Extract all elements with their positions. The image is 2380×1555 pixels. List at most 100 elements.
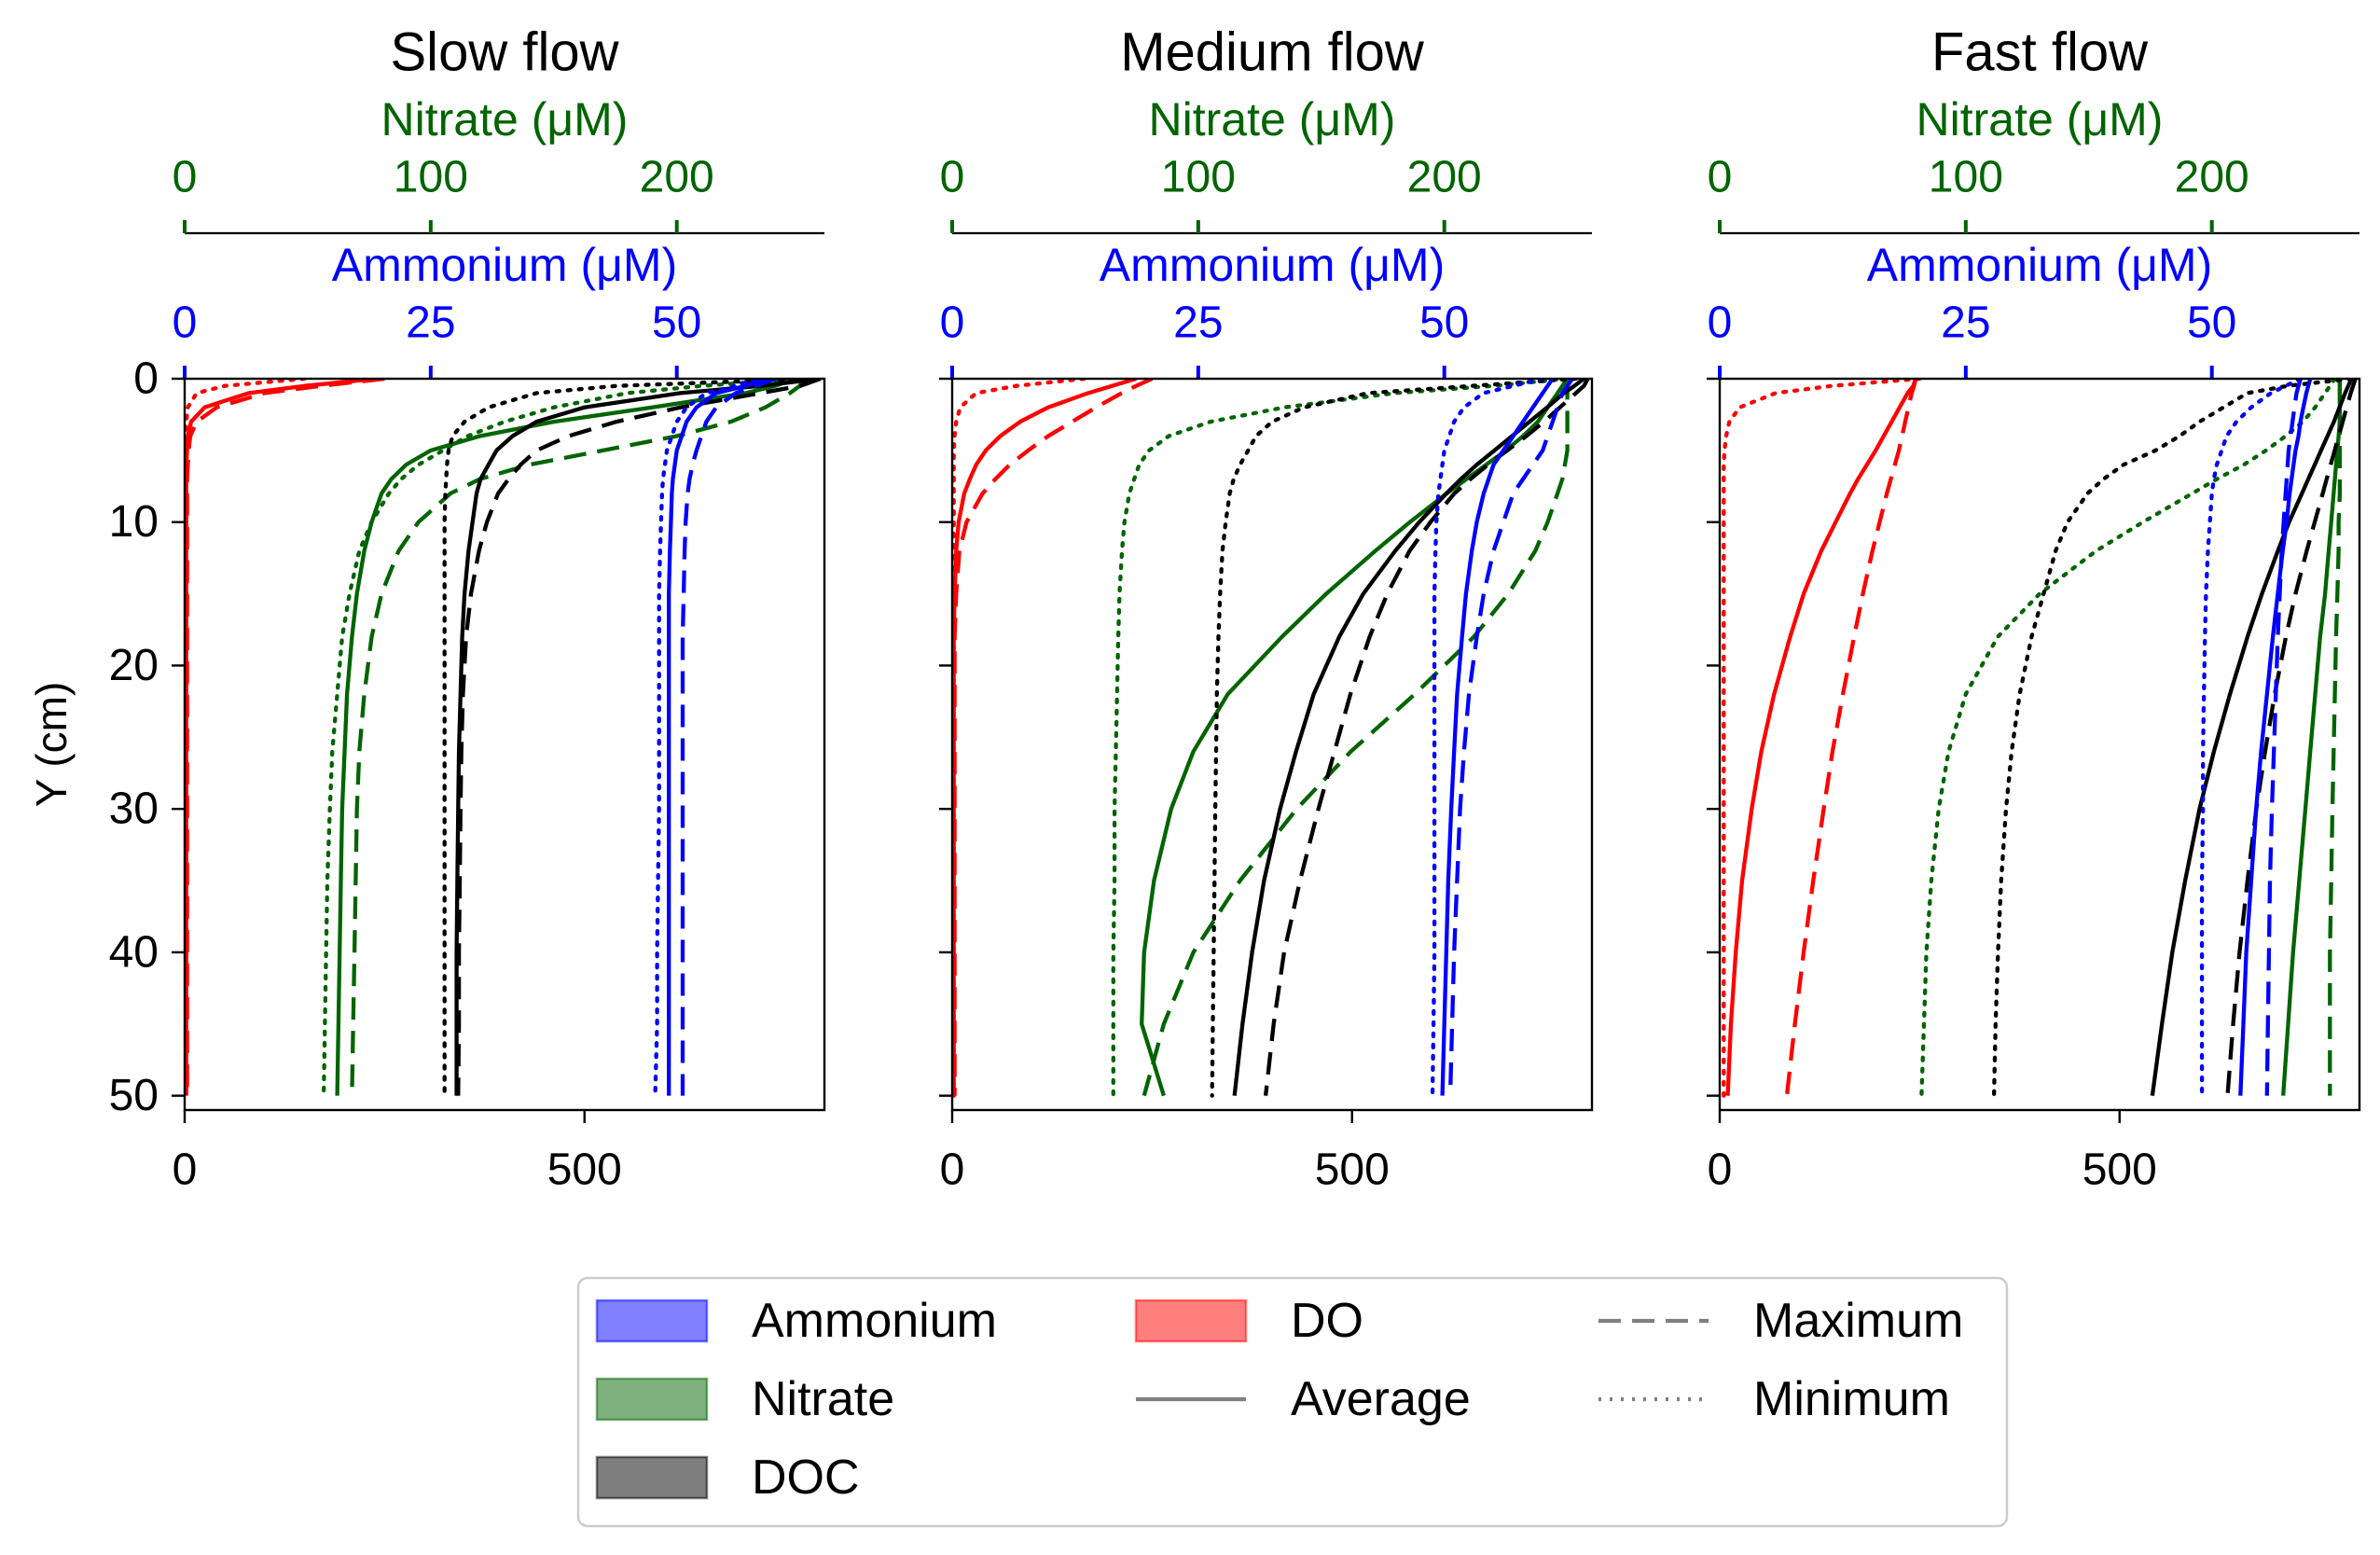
series-nitrate-minimum <box>1919 379 2337 1098</box>
plot-area <box>1722 379 2358 1098</box>
bottom-tick-label: 0 <box>1708 1145 1733 1195</box>
series-nitrate-maximum <box>1142 379 1574 1097</box>
y-tick-label: 0 <box>133 354 159 404</box>
top-tick-label: 50 <box>1419 299 1469 348</box>
legend-label: Maximum <box>1753 1294 1963 1348</box>
top-tick-label: 25 <box>1173 299 1223 348</box>
y-tick-label: 40 <box>109 927 159 977</box>
bottom-tick-label: 500 <box>2082 1145 2157 1195</box>
top-tick-label: 100 <box>394 153 468 202</box>
series-ammonium-minimum <box>653 379 758 1098</box>
top-axis-label: Ammonium (μM) <box>1100 239 1445 291</box>
series-nitrate-average <box>1140 379 1570 1097</box>
series-ammonium-minimum <box>1430 379 1545 1098</box>
top-tick-label: 0 <box>940 153 965 202</box>
top-tick-label: 0 <box>173 299 198 348</box>
legend-label: Minimum <box>1753 1372 1950 1426</box>
top-axis-ammonium: Ammonium (μM) 0 25 50 <box>1708 239 2236 379</box>
series-do-maximum <box>1784 379 1918 1096</box>
series-do-average <box>952 379 1137 1096</box>
legend-label: Nitrate <box>752 1372 894 1426</box>
legend-frame <box>576 1276 2009 1528</box>
series-nitrate-maximum <box>350 379 807 1096</box>
series-do-minimum <box>185 379 307 1098</box>
series-ammonium-minimum <box>2199 379 2303 1098</box>
legend-label: DOC <box>752 1451 860 1505</box>
bottom-tick-label: 0 <box>173 1145 198 1195</box>
top-tick-label: 0 <box>1708 153 1733 202</box>
series-ammonium-maximum <box>1447 379 1574 1096</box>
top-axis-label: Ammonium (μM) <box>1867 239 2212 291</box>
bottom-tick-label: 500 <box>1315 1145 1390 1195</box>
series-ammonium-average <box>1440 379 1555 1096</box>
legend-item-doc: DOC <box>595 1451 860 1505</box>
series-doc-minimum <box>442 379 819 1098</box>
series-doc-maximum <box>2225 379 2358 1096</box>
top-tick-label: 50 <box>652 299 701 348</box>
series-doc-maximum <box>1263 379 1590 1096</box>
series-doc-average <box>1232 379 1585 1096</box>
panel-slow-flow: Slow flow Nitrate (μM) 0 100 200 Ammonium (μM… <box>109 22 826 1195</box>
bottom-tick-label: 500 <box>547 1145 622 1195</box>
top-tick-label: 25 <box>406 299 455 348</box>
series-doc-average <box>454 379 821 1096</box>
series-doc-minimum <box>1991 379 2354 1098</box>
top-tick-label: 0 <box>1708 299 1733 348</box>
panel-medium-flow: Medium flow Nitrate (μM) 0 100 200 Ammonium (… <box>939 22 1594 1195</box>
series-do-average <box>1725 379 1918 1096</box>
top-axis-nitrate: Nitrate (μM) 0 100 200 <box>940 93 1592 235</box>
legend-item-minimum: Minimum <box>1598 1372 1950 1426</box>
panel-title: Slow flow <box>391 22 620 83</box>
top-tick-label: 100 <box>1929 153 2003 202</box>
top-axis-label: Nitrate (μM) <box>1916 93 2164 146</box>
legend: Ammonium Nitrate DOC DO Average Maximum Minimu… <box>576 1276 2009 1528</box>
top-tick-label: 0 <box>173 153 198 202</box>
top-axis-nitrate: Nitrate (μM) 0 100 200 <box>173 93 824 235</box>
top-tick-label: 200 <box>640 153 714 202</box>
top-axis-label: Nitrate (μM) <box>1149 93 1396 146</box>
series-do-minimum <box>952 379 1086 1098</box>
top-tick-label: 200 <box>1407 153 1482 202</box>
legend-item-ammonium: Ammonium <box>595 1294 997 1348</box>
legend-item-maximum: Maximum <box>1598 1294 1963 1348</box>
legend-swatch <box>595 1298 709 1343</box>
panel-title: Fast flow <box>1931 22 2149 83</box>
y-tick-label: 30 <box>109 784 159 834</box>
top-axis-ammonium: Ammonium (μM) 0 25 50 <box>173 239 701 379</box>
series-ammonium-maximum <box>680 379 776 1096</box>
series-nitrate-maximum <box>2328 379 2343 1096</box>
plot-frame <box>950 377 1594 1112</box>
bottom-tick-label: 0 <box>940 1145 965 1195</box>
series-ammonium-maximum <box>2264 379 2303 1096</box>
legend-label: DO <box>1291 1294 1363 1348</box>
legend-swatch <box>595 1377 709 1422</box>
legend-item-average: Average <box>1136 1372 1471 1426</box>
series-ammonium-average <box>2238 379 2313 1096</box>
plot-frame <box>1718 377 2361 1112</box>
top-tick-label: 50 <box>2187 299 2236 348</box>
panel-fast-flow: Fast flow Nitrate (μM) 0 100 200 Ammonium (μM… <box>1707 22 2361 1195</box>
series-do-average <box>185 379 378 1096</box>
top-axis-label: Nitrate (μM) <box>381 93 629 146</box>
series-nitrate-minimum <box>1111 379 1570 1098</box>
top-axis-nitrate: Nitrate (μM) 0 100 200 <box>1708 93 2359 235</box>
top-tick-label: 200 <box>2175 153 2249 202</box>
series-nitrate-minimum <box>321 379 802 1098</box>
series-doc-average <box>2150 379 2354 1096</box>
panel-title: Medium flow <box>1120 22 1425 83</box>
series-doc-minimum <box>1210 379 1578 1098</box>
series-do-minimum <box>1722 379 1922 1098</box>
series-do-maximum <box>952 379 1154 1096</box>
plot-area <box>185 379 822 1098</box>
legend-label: Ammonium <box>752 1294 997 1348</box>
legend-swatch <box>1134 1298 1248 1343</box>
top-axis-label: Ammonium (μM) <box>332 239 677 291</box>
top-tick-label: 100 <box>1161 153 1236 202</box>
series-do-maximum <box>185 379 385 1096</box>
legend-swatch <box>595 1455 709 1500</box>
plot-area <box>952 379 1590 1098</box>
series-doc-maximum <box>456 379 822 1096</box>
y-tick-label: 50 <box>109 1071 159 1120</box>
series-nitrate-average <box>335 379 796 1096</box>
